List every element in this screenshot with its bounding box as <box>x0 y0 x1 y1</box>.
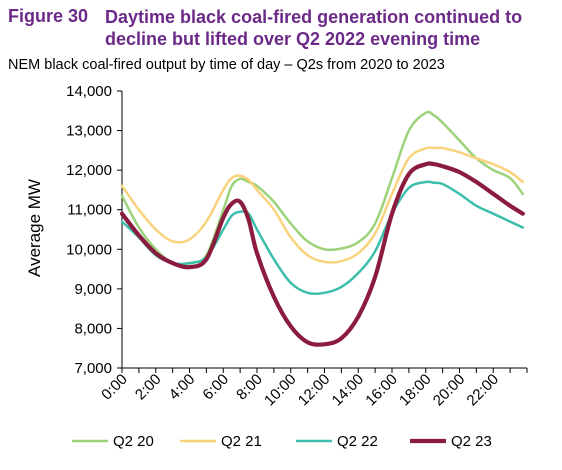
x-tick-label: 22:00 <box>464 371 503 410</box>
legend-label-q2-23: Q2 23 <box>451 433 492 450</box>
figure-number: Figure 30 <box>8 6 89 26</box>
x-tick-label: 4:00 <box>166 371 199 404</box>
y-tick-label: 10,000 <box>66 241 112 258</box>
series-lines <box>119 110 525 347</box>
x-tick-label: 2:00 <box>132 371 165 404</box>
x-tick-label: 18:00 <box>396 371 435 410</box>
x-tick-label: 12:00 <box>295 371 334 410</box>
legend-label-q2-22: Q2 22 <box>337 433 378 450</box>
chart-subtitle: NEM black coal-fired output by time of d… <box>8 57 445 73</box>
y-tick-label: 7,000 <box>74 360 112 377</box>
y-tick-label: 11,000 <box>67 202 112 219</box>
legend: Q2 20 Q2 21 Q2 22 Q2 23 <box>72 433 492 450</box>
figure-title: Daytime black coal-fired generation cont… <box>105 7 523 49</box>
series-line-q2-23 <box>119 161 525 347</box>
x-axis: 0:00 2:00 4:00 6:00 8:0010:0012:0014:0016:00… <box>98 367 528 410</box>
y-axis: 7,000 8,000 9,000 10,000 11,000 12,000 13,000 1… <box>66 83 123 377</box>
x-tick-label: 6:00 <box>199 371 232 404</box>
x-tick-label: 16:00 <box>362 371 401 410</box>
y-tick-label: 9,000 <box>74 281 112 298</box>
series-line-q2-22 <box>120 180 525 296</box>
y-tick-label: 12,000 <box>66 162 112 179</box>
y-axis-title: Average MW <box>25 179 44 277</box>
x-tick-label: 14:00 <box>329 371 368 410</box>
x-tick-label: 20:00 <box>430 371 469 410</box>
y-tick-label: 14,000 <box>66 83 112 100</box>
legend-label-q2-20: Q2 20 <box>113 433 154 450</box>
series-line-q2-21 <box>120 146 525 264</box>
y-tick-label: 13,000 <box>66 123 112 140</box>
legend-label-q2-21: Q2 21 <box>221 433 262 450</box>
y-tick-label: 8,000 <box>74 320 112 337</box>
x-tick-label: 10:00 <box>261 371 300 410</box>
